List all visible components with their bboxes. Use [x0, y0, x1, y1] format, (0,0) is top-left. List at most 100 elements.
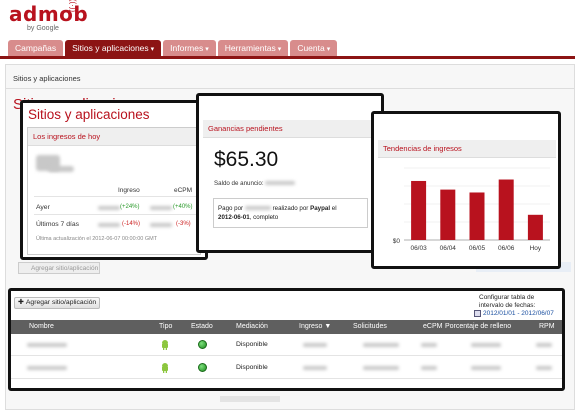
ingreso-change: (+24%): [120, 204, 140, 210]
tab-4[interactable]: Cuenta ▾: [290, 40, 338, 57]
col-nombre[interactable]: Nombre: [29, 323, 54, 330]
tab-bar-underline: [0, 56, 575, 59]
tab-1[interactable]: Sitios y aplicaciones ▾: [65, 40, 162, 57]
redacted-value: [421, 366, 437, 370]
by-google-label: by Google: [27, 25, 59, 32]
bar: [411, 180, 427, 240]
revenue-trend-chart: $0 06/03 06/04 06/05 06/06 Hoy: [393, 167, 550, 252]
last-update-text: Última actualización el 2012-06-07 00:00…: [36, 236, 158, 242]
tab-label: Campañas: [15, 43, 57, 53]
callout-title: Sitios y aplicaciones: [28, 107, 150, 122]
chevron-down-icon: ▾: [277, 46, 282, 53]
admob-logo[interactable]: admob: [9, 2, 89, 26]
pending-amount: $65.30: [214, 148, 279, 171]
col-header-ingreso: Ingreso: [118, 187, 140, 194]
redacted-value: [363, 343, 399, 347]
signal-waves-icon: ((·)): [68, 0, 78, 13]
pago-prefix: Pago por: [218, 205, 244, 212]
ingreso-change: (-14%): [122, 221, 141, 227]
pending-earnings-callout: Ganancias pendientes $65.30 Saldo de anu…: [196, 93, 384, 253]
col-header-ecpm: eCPM: [174, 187, 193, 194]
redacted-value: [363, 366, 399, 370]
sites-table-callout: ✚ Agregar sitio/aplicación Configurar tab…: [8, 288, 565, 391]
redacted-value: [471, 366, 501, 370]
panel-header: Ganancias pendientes: [203, 120, 377, 138]
tab-2[interactable]: Informes ▾: [163, 40, 216, 57]
sort-desc-icon: ▼: [324, 323, 332, 330]
chevron-down-icon: ▾: [326, 46, 331, 53]
col-ecpm[interactable]: eCPM: [423, 323, 443, 330]
table-row[interactable]: Disponible: [11, 357, 562, 379]
earnings-today-panel: Los ingresos de hoy Ingreso eCPM Ayer (+…: [27, 127, 201, 255]
ecpm-change: (+40%): [173, 204, 193, 210]
redacted-value: [536, 343, 552, 347]
mediation-status: Disponible: [236, 341, 268, 348]
pago-mid: realizado por: [272, 205, 309, 212]
row-label-ayer: Ayer: [36, 204, 50, 211]
chevron-down-icon: ▾: [205, 46, 209, 53]
add-site-button-faded[interactable]: Agregar sitio/aplicación: [18, 262, 100, 274]
date-range-picker[interactable]: 2012/01/01 - 2012/06/07: [474, 310, 554, 317]
android-icon: [162, 363, 168, 373]
redacted-value: [27, 343, 67, 347]
redacted-value: [244, 206, 271, 211]
redacted-value: [265, 181, 296, 186]
row-divider: [34, 214, 198, 215]
y-tick-label: $0: [393, 238, 401, 245]
chevron-down-icon: ▾: [150, 46, 155, 53]
x-tick-label: 06/06: [498, 245, 515, 252]
revenue-trends-callout: Tendencias de ingresos $0 06/03 06/04 06/05…: [371, 111, 561, 269]
tab-label: Herramientas: [224, 43, 276, 53]
table-row[interactable]: Disponible: [11, 334, 562, 356]
row-label-7-dias: Últimos 7 días: [36, 221, 80, 228]
redacted-value: [303, 343, 327, 347]
payment-info-box: Pago por realizado por Paypal el 2012-06…: [213, 198, 368, 228]
earnings-today-callout: Sitios y aplicaciones Los ingresos de ho…: [20, 100, 208, 260]
col-mediacion[interactable]: Mediación: [236, 323, 268, 330]
table-header: Nombre Tipo Estado Mediación Ingreso ▼ S…: [11, 320, 562, 334]
col-solicitudes[interactable]: Solicitudes: [353, 323, 387, 330]
android-icon: [162, 340, 168, 350]
tab-label: Informes: [170, 43, 204, 53]
redacted-value: [98, 223, 120, 227]
redacted-value: [48, 166, 74, 172]
tab-label: Sitios y aplicaciones: [72, 43, 149, 53]
panel-header: Los ingresos de hoy: [28, 128, 200, 146]
breadcrumb-divider: [5, 88, 575, 89]
payment-method: Paypal: [310, 205, 331, 212]
col-ingreso[interactable]: Ingreso ▼: [299, 320, 331, 334]
row-divider: [34, 196, 198, 197]
redacted-value: [471, 343, 501, 347]
bar: [498, 179, 514, 240]
bar: [440, 189, 456, 240]
x-tick-label: Hoy: [530, 245, 542, 252]
x-tick-label: 06/05: [469, 245, 486, 252]
status-active-icon: [198, 340, 207, 349]
add-site-button[interactable]: ✚ Agregar sitio/aplicación: [14, 297, 100, 309]
col-porcentaje-relleno[interactable]: Porcentaje de relleno: [445, 323, 512, 330]
redacted-value: [421, 343, 437, 347]
payment-date: 2012-06-01: [218, 214, 250, 221]
tab-3[interactable]: Herramientas ▾: [217, 40, 289, 57]
mediation-status: Disponible: [236, 364, 268, 371]
redacted-value: [98, 206, 120, 210]
col-estado[interactable]: Estado: [191, 323, 213, 330]
date-range-text: 2012/01/01 - 2012/06/07: [483, 310, 554, 318]
breadcrumb[interactable]: Sitios y aplicaciones: [13, 74, 81, 83]
tab-0[interactable]: Campañas: [8, 40, 64, 57]
col-rpm[interactable]: RPM: [539, 323, 555, 330]
payment-status: , completo: [249, 214, 279, 221]
ad-balance-label: Saldo de anuncio:: [214, 180, 296, 187]
col-tipo[interactable]: Tipo: [159, 323, 173, 330]
redacted-value: [150, 206, 172, 210]
bar: [469, 192, 485, 240]
redacted-value: [150, 223, 172, 227]
saldo-text: Saldo de anuncio:: [214, 180, 264, 187]
footer-faded-text: [220, 396, 280, 402]
panel-header: Tendencias de ingresos: [378, 140, 556, 158]
add-site-label: Agregar sitio/aplicación: [25, 299, 97, 306]
date-range-config-label: Configurar tabla de intervalo de fechas:: [479, 294, 536, 309]
col-ingreso-label: Ingreso: [299, 323, 323, 330]
calendar-icon: [474, 310, 481, 317]
